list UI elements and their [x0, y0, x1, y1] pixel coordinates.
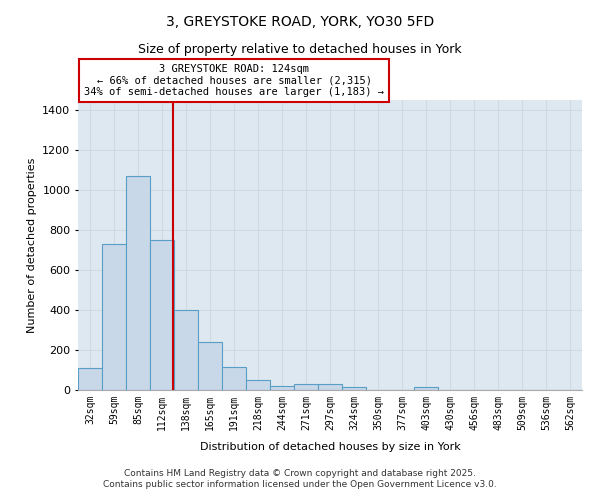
- Bar: [246, 380, 270, 390]
- Y-axis label: Number of detached properties: Number of detached properties: [26, 158, 37, 332]
- Text: Distribution of detached houses by size in York: Distribution of detached houses by size …: [200, 442, 460, 452]
- Text: Contains HM Land Registry data © Crown copyright and database right 2025.: Contains HM Land Registry data © Crown c…: [124, 468, 476, 477]
- Bar: [294, 384, 318, 390]
- Bar: [414, 387, 438, 390]
- Bar: [342, 387, 366, 390]
- Bar: [318, 384, 342, 390]
- Bar: [270, 386, 294, 390]
- Text: Contains public sector information licensed under the Open Government Licence v3: Contains public sector information licen…: [103, 480, 497, 489]
- Bar: [126, 176, 150, 390]
- Bar: [102, 244, 126, 390]
- Text: Size of property relative to detached houses in York: Size of property relative to detached ho…: [138, 42, 462, 56]
- Bar: [78, 368, 102, 390]
- Text: 3, GREYSTOKE ROAD, YORK, YO30 5FD: 3, GREYSTOKE ROAD, YORK, YO30 5FD: [166, 15, 434, 29]
- Bar: [222, 367, 246, 390]
- Text: 3 GREYSTOKE ROAD: 124sqm
← 66% of detached houses are smaller (2,315)
34% of sem: 3 GREYSTOKE ROAD: 124sqm ← 66% of detach…: [84, 64, 384, 97]
- Bar: [150, 240, 174, 390]
- Bar: [198, 342, 222, 390]
- Bar: [174, 310, 198, 390]
